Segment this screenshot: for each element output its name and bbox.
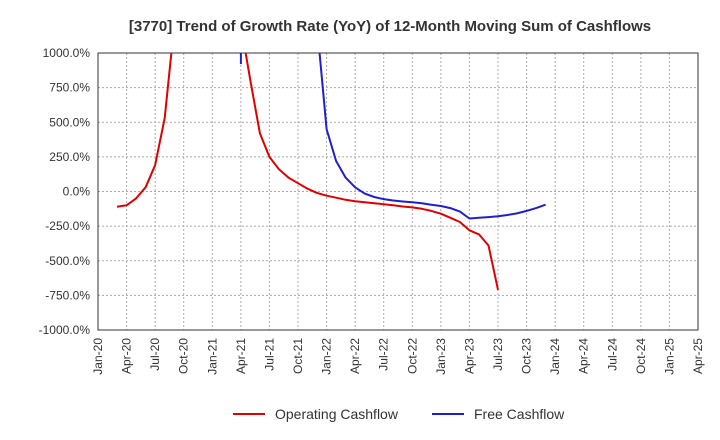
y-tick-label: -1000.0% [39,323,91,337]
y-tick-label: -250.0% [45,219,90,233]
grid [97,52,699,331]
x-tick-label: Oct-22 [405,338,419,374]
x-tick-label: Apr-25 [691,338,705,374]
x-tick-label: Jan-24 [548,338,562,375]
x-tick-label: Jul-22 [377,338,391,371]
y-tick-label: 1000.0% [43,46,91,60]
x-tick-label: Apr-21 [234,338,248,374]
x-tick-label: Jul-24 [605,338,619,371]
x-tick-label: Oct-21 [291,338,305,374]
x-tick-label: Apr-22 [348,338,362,374]
x-tick-label: Jan-23 [434,338,448,375]
y-axis-ticks: 1000.0% 750.0% 500.0% 250.0% 0.0% -250.0% -500… [39,46,91,337]
x-tick-label: Apr-23 [462,338,476,374]
x-tick-label: Jul-20 [148,338,162,371]
x-tick-label: Jul-21 [262,338,276,371]
x-tick-label: Oct-24 [634,338,648,374]
plot-frame [97,52,699,331]
x-tick-label: Oct-23 [520,338,534,374]
x-tick-label: Jan-20 [91,338,105,375]
legend-label: Operating Cashflow [275,406,399,422]
series-line-free-cashflow [318,53,546,220]
x-tick-label: Jan-21 [205,338,219,375]
series-line-operating-cashflow [116,53,499,291]
x-tick-label: Jan-22 [320,338,334,375]
series-layer [116,53,546,291]
x-tick-label: Jan-25 [662,338,676,375]
legend: Operating Cashflow Free Cashflow [233,406,565,422]
legend-label: Free Cashflow [474,406,565,422]
y-tick-label: 500.0% [49,115,90,129]
plot-border [97,52,699,331]
y-tick-label: -750.0% [45,288,90,302]
x-axis-ticks: Jan-20 Apr-20 Jul-20 Oct-20 Jan-21 Apr-21 Jul-… [91,338,705,375]
y-tick-label: 250.0% [49,150,90,164]
y-tick-label: 0.0% [63,185,91,199]
y-tick-label: 750.0% [49,81,90,95]
x-tick-label: Apr-24 [577,338,591,374]
chart-title: [3770] Trend of Growth Rate (YoY) of 12-… [129,18,651,35]
y-tick-label: -500.0% [45,254,90,268]
x-tick-label: Apr-20 [120,338,134,374]
x-tick-label: Jul-23 [491,338,505,371]
x-tick-label: Oct-20 [177,338,191,374]
